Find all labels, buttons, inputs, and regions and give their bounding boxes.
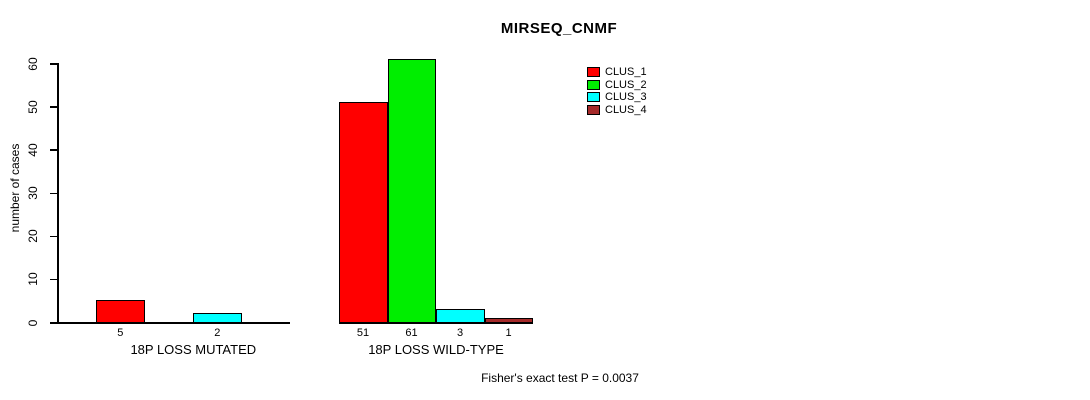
bar-value-label: 51 — [356, 327, 370, 339]
bar-value-label: 3 — [456, 327, 464, 339]
bar-value-label: 2 — [214, 327, 221, 339]
legend-label: CLUS_4 — [605, 104, 647, 117]
y-tick — [50, 192, 57, 194]
y-tick-label: 40 — [26, 143, 40, 157]
y-tick — [50, 106, 57, 108]
y-axis-label: number of cases — [8, 143, 22, 233]
bar-value-label: 5 — [117, 327, 124, 339]
legend-label: CLUS_3 — [605, 91, 647, 104]
y-tick-label: 60 — [26, 56, 40, 71]
y-tick — [50, 278, 57, 281]
legend-label: CLUS_2 — [605, 78, 647, 91]
y-tick-label: 50 — [26, 99, 40, 114]
y-tick — [50, 149, 57, 151]
bar — [96, 300, 145, 324]
bar-value-label: 61 — [405, 327, 418, 339]
legend-swatch — [587, 79, 600, 90]
y-tick-label: 20 — [26, 229, 40, 243]
x-baseline — [57, 322, 291, 324]
group-label: 18P LOSS MUTATED — [130, 342, 257, 357]
group-label: 18P LOSS WILD-TYPE — [368, 342, 504, 357]
legend-swatch — [587, 105, 600, 116]
legend-label: CLUS_1 — [605, 66, 647, 78]
y-axis — [57, 63, 59, 324]
bar — [436, 309, 485, 324]
y-tick-label: 10 — [26, 272, 40, 287]
bar — [387, 58, 436, 324]
bar-value-label: 1 — [505, 327, 512, 339]
bar — [339, 101, 388, 324]
fisher-annotation: Fisher's exact test P = 0.0037 — [481, 371, 639, 385]
y-tick — [50, 322, 57, 324]
y-tick-label: 30 — [26, 186, 40, 200]
bar — [484, 317, 533, 324]
bar — [193, 313, 242, 324]
chart-title: MIRSEQ_CNMF — [500, 20, 618, 37]
legend-swatch — [587, 67, 600, 77]
y-tick — [50, 235, 57, 238]
y-tick-label: 0 — [26, 319, 40, 326]
y-tick — [50, 63, 57, 65]
legend-swatch — [587, 92, 600, 103]
